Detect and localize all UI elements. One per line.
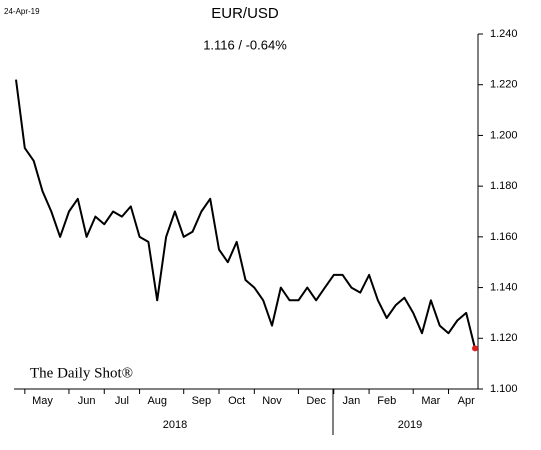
y-tick-label: 1.180 — [490, 180, 518, 192]
y-tick-label: 1.200 — [490, 129, 518, 141]
y-tick-label: 1.100 — [490, 383, 518, 395]
x-tick-label: Oct — [228, 395, 245, 407]
year-label: 2019 — [398, 419, 422, 431]
x-tick-label: Mar — [421, 395, 440, 407]
chart-subtitle: 1.116 / -0.64% — [203, 37, 287, 52]
date-stamp: 24-Apr-19 — [4, 7, 40, 16]
y-tick-label: 1.240 — [490, 28, 518, 40]
x-tick-label: Feb — [377, 395, 396, 407]
x-tick-label: Sep — [192, 395, 212, 407]
x-tick-label: Dec — [306, 395, 326, 407]
last-point — [472, 345, 478, 352]
y-tick-label: 1.160 — [490, 231, 518, 243]
y-tick-label: 1.140 — [490, 281, 518, 293]
y-tick-label: 1.120 — [490, 332, 518, 344]
watermark: The Daily Shot® — [30, 365, 133, 381]
year-label: 2018 — [163, 419, 187, 431]
price-line — [15, 79, 476, 349]
chart-title: EUR/USD — [211, 5, 279, 22]
x-tick-label: Jan — [343, 395, 361, 407]
x-tick-label: Jun — [78, 395, 96, 407]
y-tick-label: 1.220 — [490, 79, 518, 91]
x-tick-label: May — [32, 395, 53, 407]
x-tick-label: Aug — [147, 395, 167, 407]
x-tick-label: Jul — [115, 395, 129, 407]
x-tick-label: Apr — [458, 395, 475, 407]
x-tick-label: Nov — [262, 395, 282, 407]
